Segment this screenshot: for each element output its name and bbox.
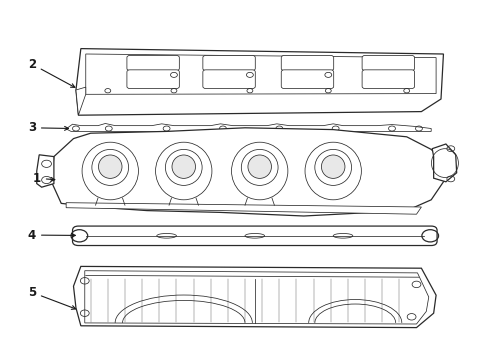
FancyBboxPatch shape [127, 55, 179, 71]
FancyBboxPatch shape [281, 55, 334, 71]
Ellipse shape [248, 155, 271, 178]
Polygon shape [76, 87, 86, 115]
FancyBboxPatch shape [127, 70, 179, 89]
Polygon shape [85, 271, 429, 324]
Polygon shape [66, 123, 431, 131]
Polygon shape [66, 203, 421, 214]
Text: 2: 2 [28, 58, 75, 87]
FancyBboxPatch shape [362, 55, 415, 71]
Polygon shape [37, 155, 54, 187]
FancyBboxPatch shape [281, 70, 334, 89]
FancyBboxPatch shape [362, 70, 415, 89]
Ellipse shape [321, 155, 345, 178]
Polygon shape [51, 128, 446, 216]
Polygon shape [432, 144, 457, 182]
Ellipse shape [98, 155, 122, 178]
Text: 3: 3 [28, 121, 69, 134]
FancyBboxPatch shape [203, 70, 255, 89]
FancyBboxPatch shape [73, 226, 437, 246]
Polygon shape [76, 49, 443, 115]
Text: 4: 4 [28, 229, 75, 242]
Polygon shape [74, 266, 436, 328]
Ellipse shape [172, 155, 196, 178]
Polygon shape [86, 54, 436, 94]
Text: 1: 1 [33, 172, 55, 185]
Text: 5: 5 [28, 286, 75, 309]
FancyBboxPatch shape [203, 55, 255, 71]
